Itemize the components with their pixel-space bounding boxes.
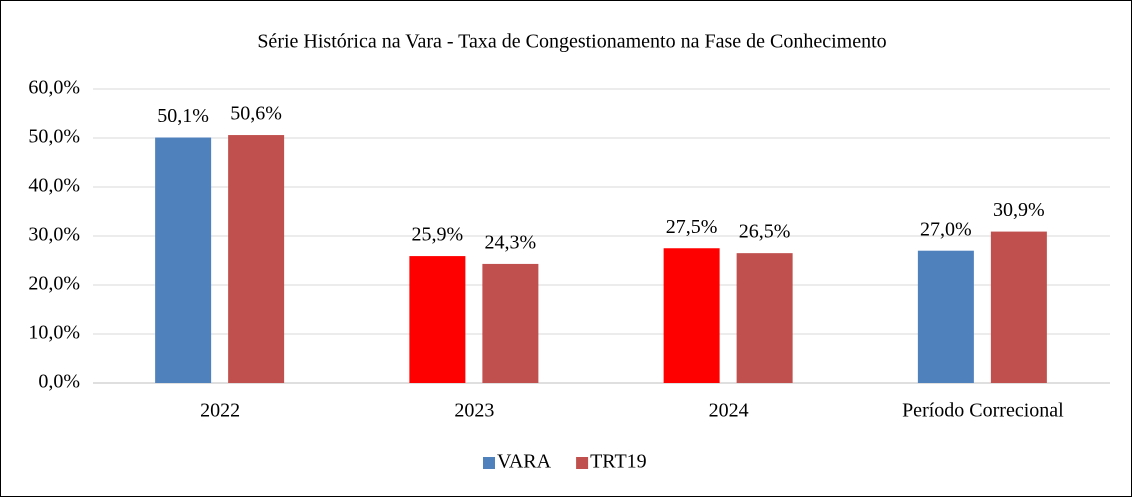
data-label: 50,1% xyxy=(157,105,209,127)
bar xyxy=(663,248,720,383)
bar xyxy=(917,250,974,383)
y-tick-label: 40,0% xyxy=(28,175,80,197)
legend-label: VARA xyxy=(497,451,552,473)
x-tick-label: 2022 xyxy=(200,400,240,422)
legend-swatch xyxy=(483,457,495,469)
bar xyxy=(409,256,466,383)
y-tick-label: 50,0% xyxy=(28,126,80,148)
bar xyxy=(155,137,212,383)
bar xyxy=(736,253,793,383)
y-tick-label: 60,0% xyxy=(28,77,80,99)
data-label: 27,0% xyxy=(920,218,972,240)
bar xyxy=(482,263,539,383)
y-tick-label: 10,0% xyxy=(28,322,80,344)
y-tick-label: 0,0% xyxy=(38,371,80,393)
data-label: 50,6% xyxy=(230,103,282,125)
bar xyxy=(990,231,1047,383)
chart-title: Série Histórica na Vara - Taxa de Conges… xyxy=(257,31,886,53)
x-tick-label: 2023 xyxy=(454,400,494,422)
y-tick-label: 30,0% xyxy=(28,224,80,246)
data-label: 27,5% xyxy=(666,216,718,238)
legend-label: TRT19 xyxy=(590,451,647,473)
data-label: 26,5% xyxy=(739,221,791,243)
x-tick-label: 2024 xyxy=(709,400,749,422)
data-label: 30,9% xyxy=(993,199,1045,221)
data-label: 25,9% xyxy=(412,224,464,246)
x-tick-label: Período Correcional xyxy=(902,400,1064,422)
data-label: 24,3% xyxy=(485,232,537,254)
legend-swatch xyxy=(576,457,589,469)
y-tick-label: 20,0% xyxy=(28,273,80,295)
bar xyxy=(228,135,285,383)
